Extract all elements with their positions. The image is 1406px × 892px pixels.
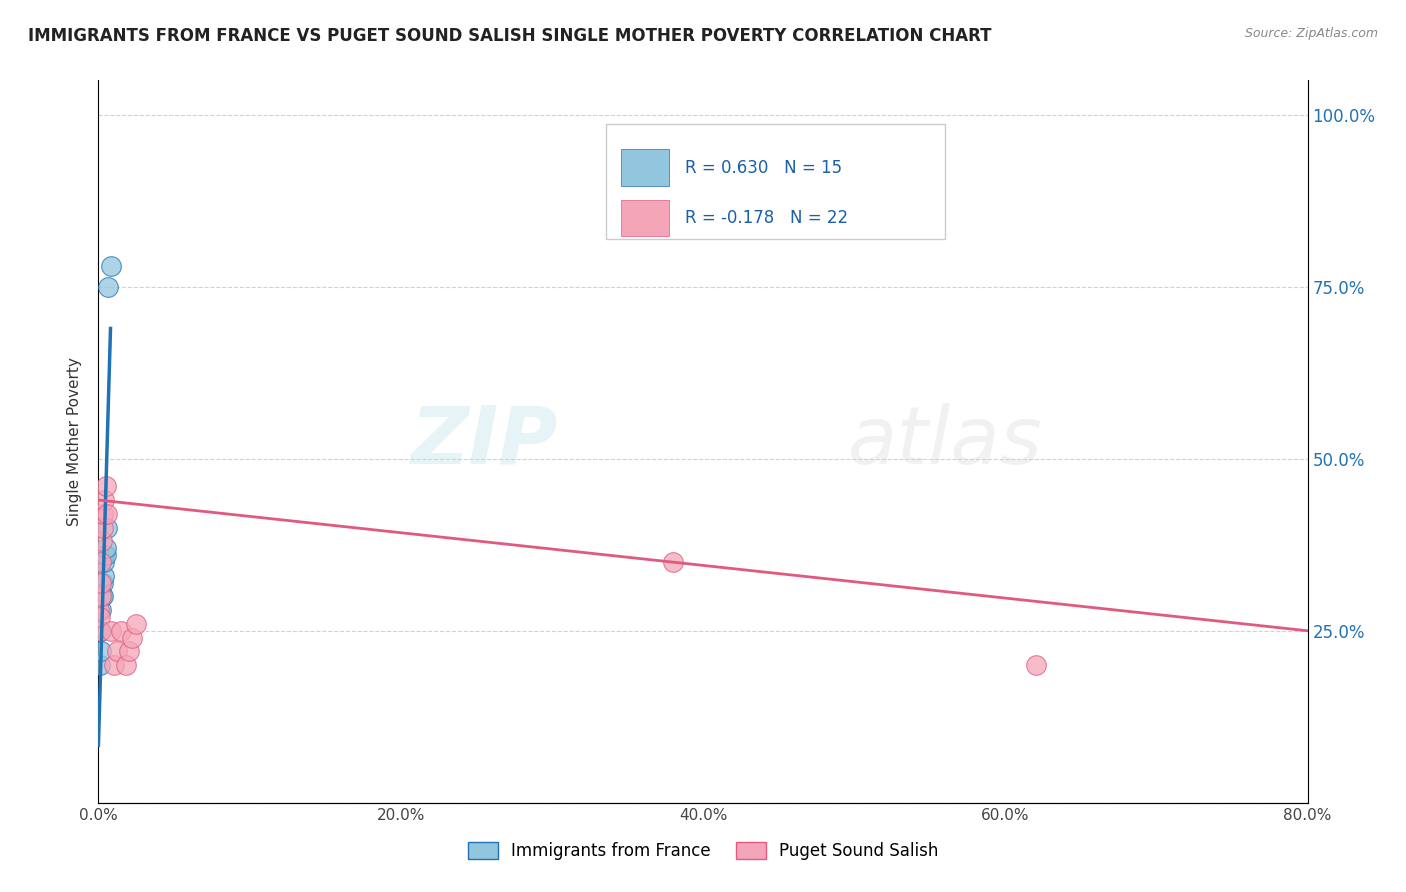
Point (94, 541, 117, 556)
Point (96, 507, 118, 521)
Point (118, 644, 141, 658)
Point (90, 603, 112, 617)
Text: Source: ZipAtlas.com: Source: ZipAtlas.com (1244, 27, 1378, 40)
Point (93, 568, 115, 582)
Point (661, 555, 683, 569)
Point (97, 279, 120, 293)
Text: R = 0.630   N = 15: R = 0.630 N = 15 (685, 159, 842, 177)
Point (93, 548, 115, 562)
Text: IMMIGRANTS FROM FRANCE VS PUGET SOUND SALISH SINGLE MOTHER POVERTY CORRELATION C: IMMIGRANTS FROM FRANCE VS PUGET SOUND SA… (28, 27, 991, 45)
Point (90, 644, 112, 658)
Point (91, 534, 114, 549)
Point (89, 610, 111, 624)
Point (90, 575, 112, 590)
Point (114, 658, 136, 673)
Point (91, 575, 114, 590)
Point (89, 624, 111, 638)
Text: R = -0.178   N = 22: R = -0.178 N = 22 (685, 210, 848, 227)
Point (100, 624, 122, 638)
Point (91, 507, 114, 521)
Point (96, 520, 118, 534)
Point (94, 548, 117, 562)
Point (89, 603, 111, 617)
Point (94, 479, 117, 493)
Point (91, 590, 114, 604)
Point (125, 616, 148, 631)
Point (90, 590, 112, 604)
Text: ZIP: ZIP (411, 402, 558, 481)
Point (105, 644, 128, 658)
Point (91, 520, 114, 534)
Point (103, 658, 125, 673)
Bar (621, 150, 669, 186)
Bar (606, 124, 945, 239)
Point (1024, 658, 1046, 673)
Point (90, 555, 112, 569)
Point (90, 624, 112, 638)
Point (100, 259, 122, 273)
Point (110, 624, 132, 638)
Bar (621, 201, 669, 236)
Text: atlas: atlas (848, 402, 1043, 481)
Point (93, 493, 115, 508)
Point (121, 631, 143, 645)
Legend: Immigrants from France, Puget Sound Salish: Immigrants from France, Puget Sound Sali… (461, 835, 945, 867)
Point (91, 590, 114, 604)
Point (93, 555, 115, 569)
Point (89, 658, 111, 673)
Y-axis label: Single Mother Poverty: Single Mother Poverty (67, 357, 83, 526)
